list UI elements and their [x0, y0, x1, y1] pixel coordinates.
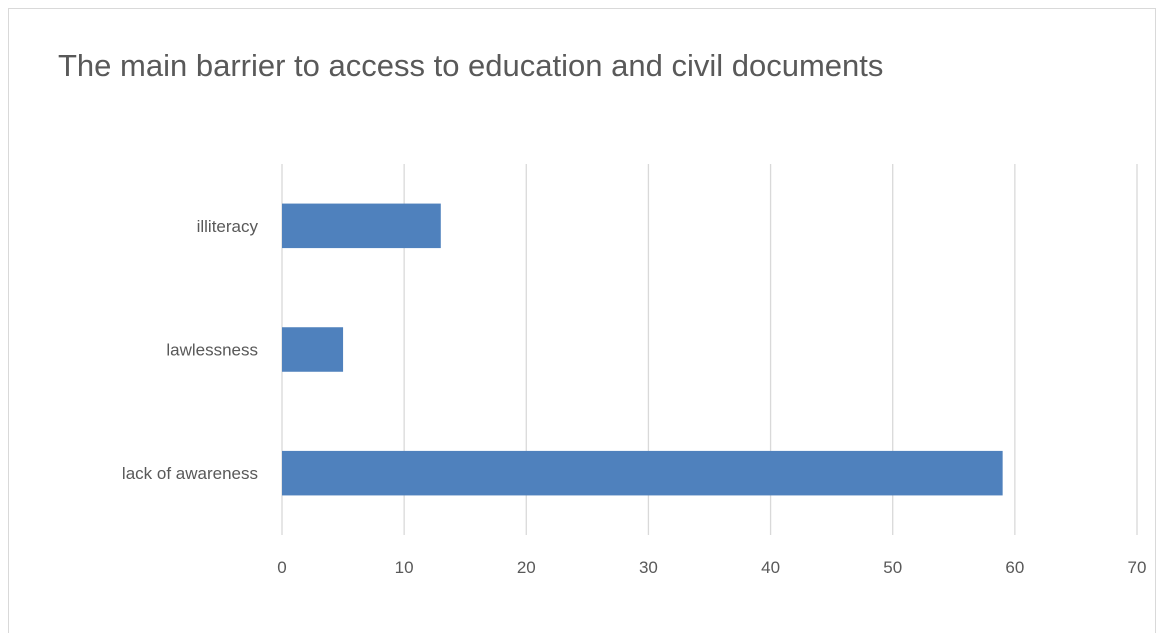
- bar: [282, 327, 344, 372]
- x-tick-label: 10: [395, 558, 414, 577]
- x-tick-labels: 0 10 20 30 40 50 60 70: [277, 558, 1146, 577]
- x-tick-label: 30: [639, 558, 658, 577]
- category-label: illiteracy: [197, 217, 259, 236]
- chart-frame: [8, 8, 1156, 633]
- x-tick-label: 50: [883, 558, 902, 577]
- x-tick-label: 20: [517, 558, 536, 577]
- category-label: lawlessness: [166, 341, 258, 360]
- chart-title: The main barrier to access to education …: [58, 48, 884, 83]
- x-tick-label: 60: [1005, 558, 1024, 577]
- category-label: lack of awareness: [122, 464, 258, 483]
- x-tick-label: 0: [277, 558, 286, 577]
- bar: [282, 203, 441, 249]
- bars: [282, 203, 1003, 496]
- category-labels: illiteracy lawlessness lack of awareness: [122, 217, 259, 483]
- bar: [282, 450, 1003, 496]
- x-tick-label: 40: [761, 558, 780, 577]
- x-tick-label: 70: [1128, 558, 1147, 577]
